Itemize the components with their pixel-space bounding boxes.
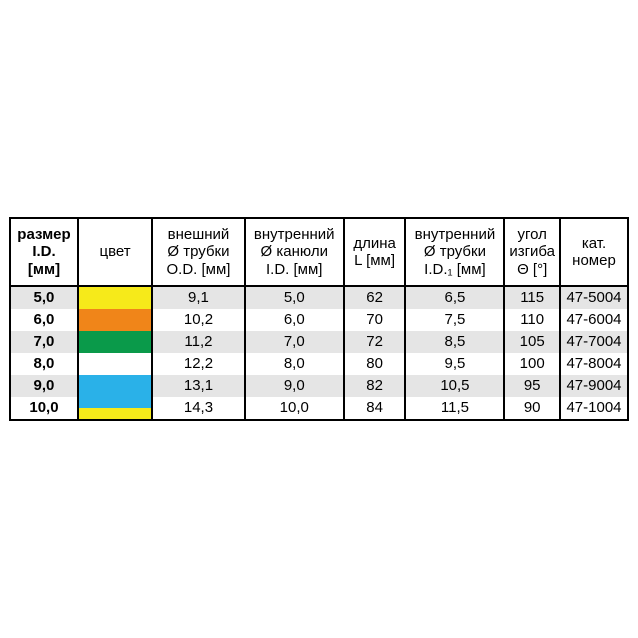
table-row: 6,010,26,0707,511047-6004 xyxy=(10,309,628,331)
cell-size: 6,0 xyxy=(10,309,78,331)
col-header-canid: внутреннийØ канюлиI.D. [мм] xyxy=(245,218,344,286)
cell-canid: 9,0 xyxy=(245,375,344,397)
cell-size: 7,0 xyxy=(10,331,78,353)
color-swatch xyxy=(78,375,152,397)
cell-size: 8,0 xyxy=(10,353,78,375)
color-swatch xyxy=(78,331,152,353)
cell-id1: 11,5 xyxy=(405,397,504,420)
color-band xyxy=(79,298,151,309)
color-swatch xyxy=(78,397,152,420)
color-band xyxy=(79,353,151,364)
color-swatch xyxy=(78,353,152,375)
table-row: 8,012,28,0809,510047-8004 xyxy=(10,353,628,375)
col-header-size: размерI.D.[мм] xyxy=(10,218,78,286)
spec-table: размерI.D.[мм]цветвнешнийØ трубкиO.D. [м… xyxy=(9,217,629,421)
col-header-angle: уголизгибаΘ [°] xyxy=(504,218,560,286)
cell-cat: 47-1004 xyxy=(560,397,628,420)
color-band xyxy=(79,386,151,397)
cell-size: 10,0 xyxy=(10,397,78,420)
color-band xyxy=(79,364,151,375)
color-swatch xyxy=(78,286,152,309)
cell-len: 70 xyxy=(344,309,406,331)
cell-angle: 100 xyxy=(504,353,560,375)
color-band xyxy=(79,309,151,320)
cell-len: 72 xyxy=(344,331,406,353)
cell-size: 9,0 xyxy=(10,375,78,397)
cell-od: 10,2 xyxy=(152,309,245,331)
cell-angle: 115 xyxy=(504,286,560,309)
cell-od: 14,3 xyxy=(152,397,245,420)
table-row: 9,013,19,08210,59547-9004 xyxy=(10,375,628,397)
color-swatch xyxy=(78,309,152,331)
col-header-od: внешнийØ трубкиO.D. [мм] xyxy=(152,218,245,286)
cell-angle: 95 xyxy=(504,375,560,397)
cell-len: 82 xyxy=(344,375,406,397)
table-body: 5,09,15,0626,511547-50046,010,26,0707,51… xyxy=(10,286,628,420)
cell-canid: 6,0 xyxy=(245,309,344,331)
cell-angle: 90 xyxy=(504,397,560,420)
table-row: 5,09,15,0626,511547-5004 xyxy=(10,286,628,309)
table-row: 7,011,27,0728,510547-7004 xyxy=(10,331,628,353)
col-header-len: длинаL [мм] xyxy=(344,218,406,286)
color-band xyxy=(79,320,151,331)
page: размерI.D.[мм]цветвнешнийØ трубкиO.D. [м… xyxy=(0,0,638,638)
table-header-row: размерI.D.[мм]цветвнешнийØ трубкиO.D. [м… xyxy=(10,218,628,286)
color-band xyxy=(79,287,151,298)
cell-cat: 47-8004 xyxy=(560,353,628,375)
color-band xyxy=(79,408,151,419)
color-band xyxy=(79,375,151,386)
col-header-id1: внутреннийØ трубкиI.D.₁ [мм] xyxy=(405,218,504,286)
col-header-cat: кат.номер xyxy=(560,218,628,286)
col-header-color: цвет xyxy=(78,218,152,286)
cell-canid: 10,0 xyxy=(245,397,344,420)
color-band xyxy=(79,331,151,342)
cell-cat: 47-6004 xyxy=(560,309,628,331)
cell-od: 13,1 xyxy=(152,375,245,397)
cell-canid: 5,0 xyxy=(245,286,344,309)
cell-len: 80 xyxy=(344,353,406,375)
cell-angle: 110 xyxy=(504,309,560,331)
cell-angle: 105 xyxy=(504,331,560,353)
cell-cat: 47-5004 xyxy=(560,286,628,309)
cell-canid: 7,0 xyxy=(245,331,344,353)
cell-od: 12,2 xyxy=(152,353,245,375)
color-band xyxy=(79,342,151,353)
cell-len: 84 xyxy=(344,397,406,420)
table-row: 10,014,310,08411,59047-1004 xyxy=(10,397,628,420)
cell-canid: 8,0 xyxy=(245,353,344,375)
cell-od: 9,1 xyxy=(152,286,245,309)
color-band xyxy=(79,397,151,408)
cell-id1: 7,5 xyxy=(405,309,504,331)
cell-size: 5,0 xyxy=(10,286,78,309)
cell-len: 62 xyxy=(344,286,406,309)
cell-od: 11,2 xyxy=(152,331,245,353)
cell-cat: 47-7004 xyxy=(560,331,628,353)
cell-cat: 47-9004 xyxy=(560,375,628,397)
cell-id1: 9,5 xyxy=(405,353,504,375)
cell-id1: 8,5 xyxy=(405,331,504,353)
cell-id1: 6,5 xyxy=(405,286,504,309)
cell-id1: 10,5 xyxy=(405,375,504,397)
